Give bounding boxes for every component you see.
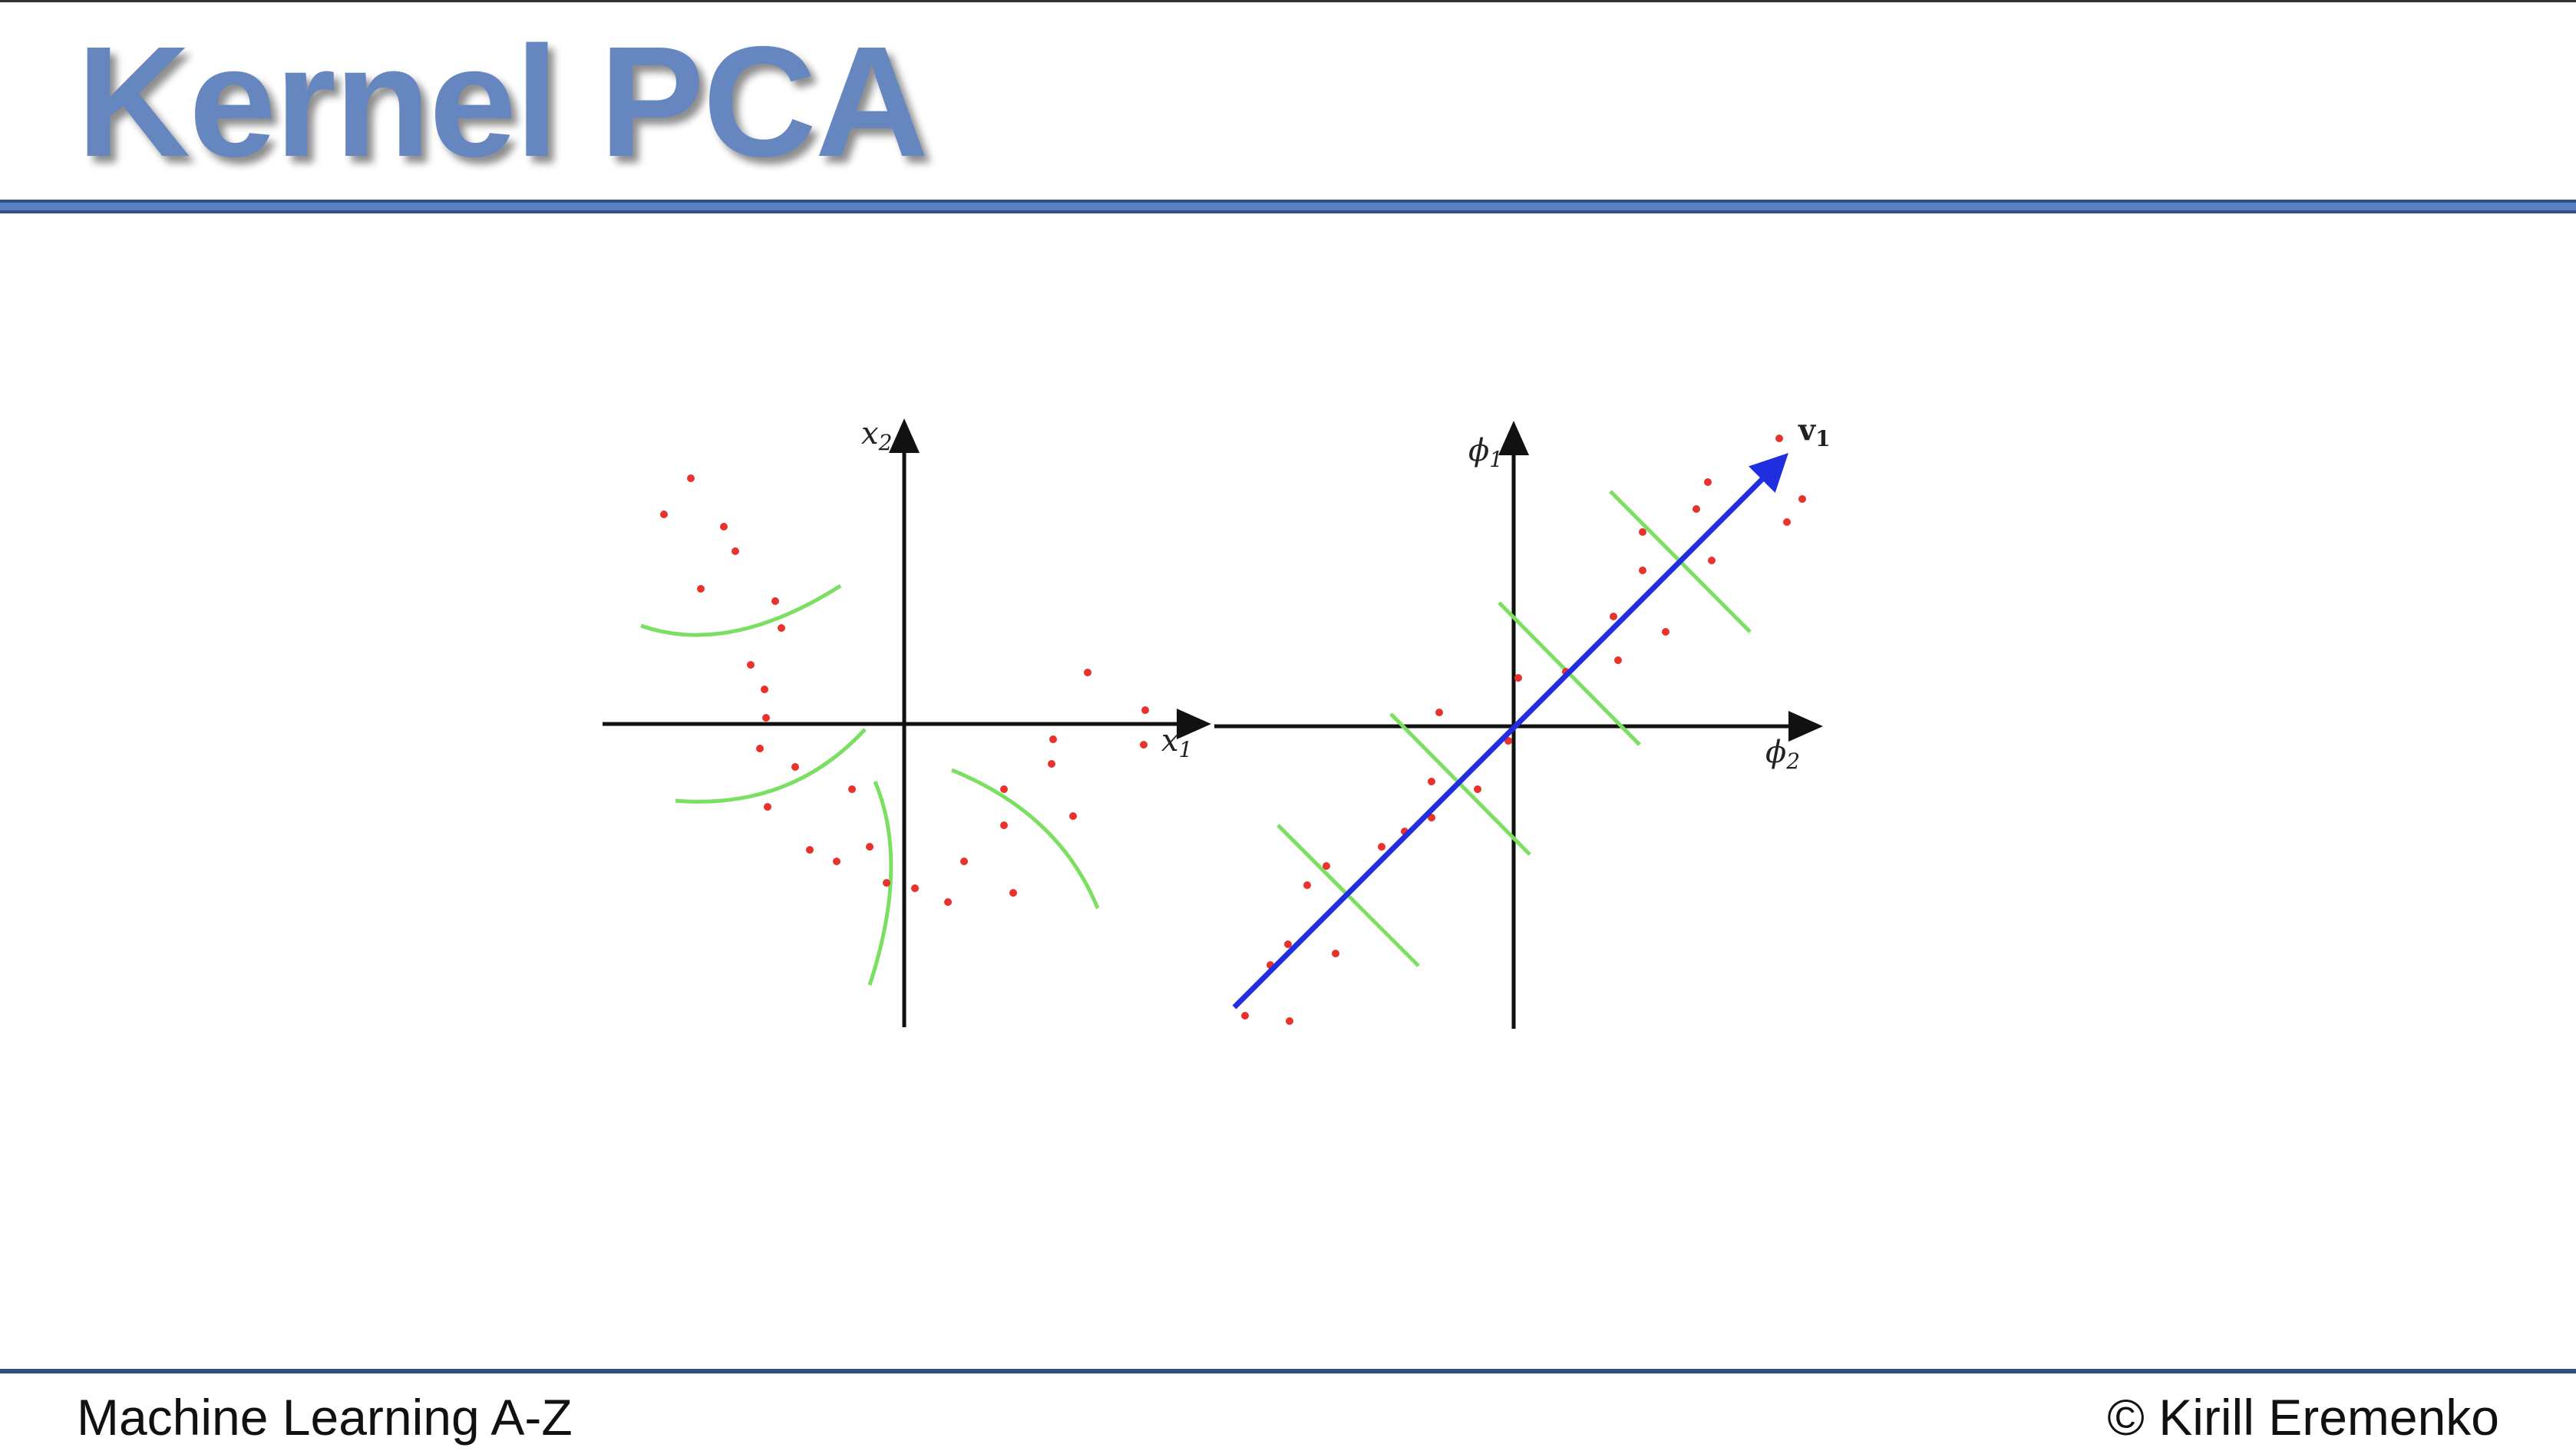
right-points <box>1241 435 1806 1025</box>
data-point <box>1303 881 1311 889</box>
data-point <box>1141 706 1149 714</box>
title-rule <box>0 200 2576 213</box>
data-point <box>1639 567 1646 574</box>
data-point <box>1286 1017 1293 1025</box>
data-point <box>911 884 919 892</box>
data-point <box>1140 741 1148 749</box>
footer-rule <box>0 1369 2576 1373</box>
data-point <box>1614 656 1622 664</box>
left-plot: x1 x2 <box>603 416 1211 1027</box>
data-point <box>697 585 705 593</box>
data-point <box>1693 505 1700 513</box>
data-point <box>747 661 755 669</box>
data-point <box>848 785 856 793</box>
data-point <box>806 846 814 854</box>
contour-curve <box>640 583 842 637</box>
data-point <box>1048 760 1055 768</box>
data-point <box>1323 862 1330 870</box>
data-point <box>732 547 739 555</box>
data-point <box>1783 518 1791 526</box>
data-point <box>1504 737 1512 745</box>
right-plot: ϕ2 ϕ1 v1 <box>1214 412 1831 1029</box>
data-point <box>1639 528 1646 536</box>
data-point <box>1435 709 1443 716</box>
left-y-axis-label: x2 <box>861 416 892 455</box>
copyright: © Kirill Eremenko <box>2107 1389 2499 1446</box>
slide-title: Kernel PCA <box>77 14 929 190</box>
contour-curve <box>675 728 867 804</box>
data-point <box>960 858 968 865</box>
data-point <box>1000 821 1008 829</box>
data-point <box>833 858 841 865</box>
contour-curve <box>951 768 1100 909</box>
data-point <box>761 686 768 693</box>
data-point <box>778 624 785 632</box>
data-point <box>660 511 668 518</box>
data-point <box>1378 843 1385 851</box>
data-point <box>1049 735 1057 743</box>
left-points <box>660 474 1149 906</box>
data-point <box>764 803 771 811</box>
eigenvector-label: v1 <box>1798 412 1831 451</box>
data-point <box>1428 778 1435 785</box>
data-point <box>762 714 770 722</box>
data-point <box>1241 1012 1249 1020</box>
data-point <box>756 745 764 752</box>
data-point <box>1284 940 1292 948</box>
data-point <box>1474 785 1481 793</box>
data-point <box>866 843 874 851</box>
data-point <box>791 763 799 771</box>
left-x-axis-label: x1 <box>1161 723 1192 762</box>
data-point <box>1798 495 1806 503</box>
data-point <box>1610 613 1617 620</box>
data-point <box>1514 674 1522 682</box>
data-point <box>883 879 890 887</box>
data-point <box>1704 478 1712 486</box>
right-x-axis-label: ϕ2 <box>1765 735 1800 774</box>
data-point <box>687 474 695 482</box>
data-point <box>1009 889 1017 897</box>
data-point <box>771 597 779 605</box>
data-point <box>1662 628 1669 636</box>
data-point <box>1069 812 1077 820</box>
data-point <box>1084 669 1091 676</box>
left-contours <box>640 583 1100 986</box>
right-y-axis-label: ϕ1 <box>1468 433 1503 472</box>
data-point <box>1428 814 1435 821</box>
data-point <box>1775 435 1783 442</box>
data-point <box>720 523 728 530</box>
data-point <box>1000 785 1008 793</box>
data-point <box>1708 557 1716 564</box>
eigenvector-arrow <box>1232 453 1788 1010</box>
course-name: Machine Learning A-Z <box>77 1389 573 1446</box>
data-point <box>1332 950 1339 957</box>
top-border <box>0 0 2576 2</box>
contour-curve <box>867 781 893 986</box>
data-point <box>944 898 952 906</box>
